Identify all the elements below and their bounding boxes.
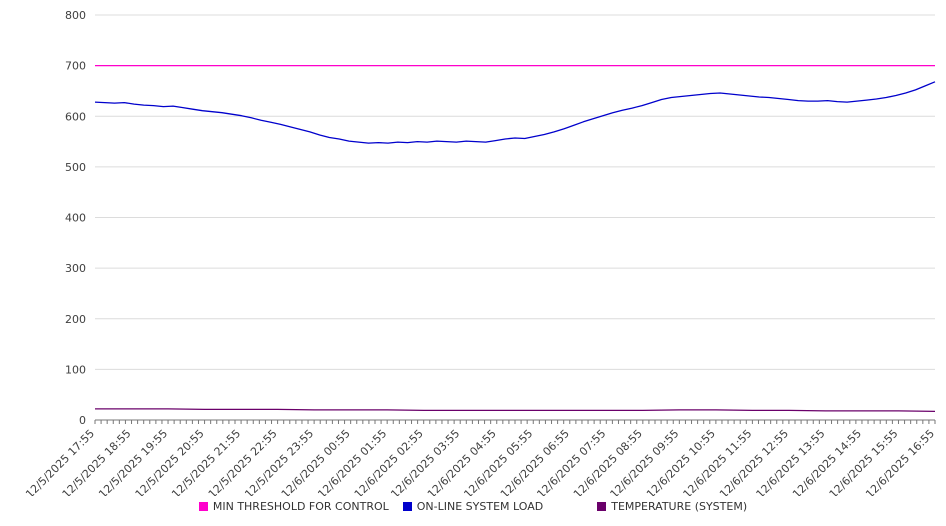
legend-swatch-min-threshold-for-control	[198, 501, 208, 511]
y-tick-label: 400	[65, 212, 86, 225]
legend-item-online-system-load: ON-LINE SYSTEM LOAD	[402, 499, 544, 513]
x-tick-label: 12/5/2025 17:55	[23, 427, 97, 496]
legend-label-online-system-load: ON-LINE SYSTEM LOAD	[416, 499, 544, 513]
chart-legend: MIN THRESHOLD FOR CONTROL ON-LINE SYSTEM…	[0, 494, 946, 518]
y-tick-label: 700	[65, 60, 86, 73]
legend-label-min-threshold-for-control: MIN THRESHOLD FOR CONTROL	[212, 499, 389, 513]
y-tick-label: 500	[65, 161, 86, 174]
legend-swatch-online-system-load	[402, 501, 412, 511]
line-chart-canvas: 0 100 200 300 400 500 600 700 800 12/5/2025 17:55…	[23, 9, 937, 496]
legend-item-min-threshold-for-control: MIN THRESHOLD FOR CONTROL	[198, 499, 389, 513]
legend-item-temperature-system: TEMPERATURE (SYSTEM)	[597, 500, 747, 513]
legend-label-temperature-system: TEMPERATURE (SYSTEM)	[611, 499, 748, 513]
y-tick-label: 600	[65, 110, 86, 123]
y-tick-label: 100	[65, 363, 86, 376]
y-tick-label: 200	[65, 313, 86, 326]
y-tick-label: 800	[65, 9, 86, 22]
y-tick-label: 0	[79, 414, 86, 427]
series-line-temperature-system-	[95, 408, 936, 413]
series-line-on-line-system-load	[94, 81, 936, 144]
legend-swatch-temperature-system	[597, 501, 607, 511]
y-tick-label: 300	[65, 262, 86, 275]
